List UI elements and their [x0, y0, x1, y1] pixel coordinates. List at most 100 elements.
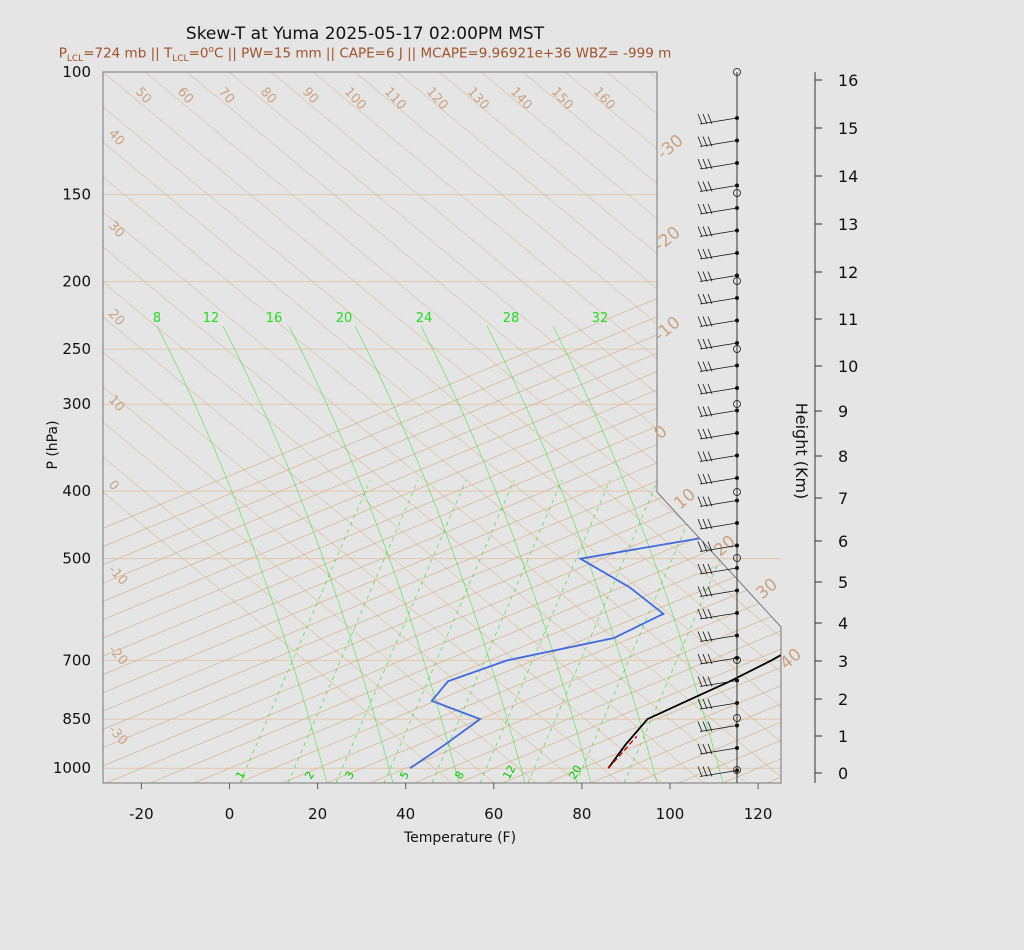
wind-barb-flag — [697, 271, 703, 282]
adiabat-line — [103, 72, 781, 783]
wind-barb-flag — [702, 743, 708, 755]
y-axis-label: P (hPa) — [45, 420, 61, 469]
isotherm-line — [458, 72, 781, 783]
adiabat-line — [103, 72, 495, 783]
wind-barb-flag — [702, 496, 708, 507]
wind-barb — [699, 657, 738, 665]
mixing-ratio-line — [288, 325, 460, 783]
wind-barb — [699, 342, 738, 350]
wind-barb-flag — [707, 383, 713, 395]
isotherm-line — [103, 72, 781, 783]
adiabat-line — [103, 72, 747, 783]
wind-barb — [699, 320, 738, 327]
y-tick-label: 850 — [62, 710, 91, 728]
wind-barb — [699, 747, 738, 755]
wind-barb-flag — [702, 136, 708, 147]
wind-barb-flag — [707, 766, 713, 777]
wind-barb — [699, 432, 738, 440]
isotherm-line — [103, 72, 781, 783]
plot-frame — [102, 71, 782, 784]
wind-barb-flag — [707, 676, 713, 687]
wind-barb-flag — [697, 518, 703, 530]
height-tick-label: 13 — [838, 215, 858, 234]
wind-barb-flag — [702, 158, 708, 170]
x-tick-label: 0 — [225, 805, 235, 823]
isotherm-line — [103, 72, 781, 783]
height-tick-label: 15 — [838, 119, 858, 138]
temperature-line — [607, 72, 781, 769]
parcel-line — [607, 735, 638, 769]
adiabat-line — [480, 72, 781, 783]
height-tick-label: 8 — [838, 447, 848, 466]
isotherm-line — [103, 72, 781, 783]
wind-barb — [699, 567, 738, 575]
wind-calm-circle — [733, 714, 741, 722]
dry-adiabat-line — [239, 479, 371, 783]
height-axis-label: Height (Km) — [792, 403, 811, 500]
wind-barb-flag — [697, 766, 703, 777]
chart-title: Skew-T at Yuma 2025-05-17 02:00PM MST — [185, 24, 545, 44]
mixing-ratio-line — [552, 325, 724, 783]
isotherm-line — [103, 72, 781, 783]
wind-barb-flag — [707, 271, 713, 282]
wind-barb-flag — [697, 113, 703, 125]
wind-barb-flag — [707, 293, 713, 305]
height-tick-label: 16 — [838, 71, 858, 90]
isotherm-line — [103, 72, 781, 783]
dry-adiabat-line — [575, 479, 707, 783]
wind-barb-flag — [702, 631, 708, 642]
mixing-ratio-line — [222, 325, 394, 783]
wind-barb-flag — [697, 406, 703, 417]
wind-barb-flag — [702, 518, 708, 530]
height-tick-label: 12 — [838, 263, 858, 282]
wind-barb-flag — [697, 653, 703, 665]
wind-barb-flag — [697, 608, 703, 620]
wind-barb-flag — [707, 721, 713, 732]
wind-barb-flag — [702, 428, 708, 440]
isotherm-line — [103, 72, 781, 783]
wind-barb-flag — [707, 473, 713, 485]
height-tick-label: 3 — [838, 652, 848, 671]
wind-barb-flag — [702, 473, 708, 485]
isotherm-line — [369, 72, 781, 783]
mixing-ratio-label: 32 — [592, 311, 609, 326]
wind-barb — [699, 162, 738, 170]
wind-barb-flag — [707, 631, 713, 642]
wind-barb-flag — [697, 743, 703, 755]
wind-barb-flag — [707, 316, 713, 327]
x-tick-label: 120 — [744, 805, 773, 823]
wind-barb — [699, 252, 738, 260]
chart-subtitle: PLCL=724 mb || TLCL=0oC || PW=15 mm || C… — [58, 45, 672, 65]
wind-barb-flag — [702, 226, 708, 237]
height-tick-label: 2 — [838, 690, 848, 709]
isotherm-label-right: 30 — [752, 575, 781, 604]
x-tick-label: 80 — [572, 805, 591, 823]
y-tick-label: 1000 — [53, 759, 91, 777]
adiabat-line — [774, 72, 781, 783]
mixing-ratio-label: 24 — [416, 311, 433, 326]
y-tick-label: 250 — [62, 340, 91, 358]
adiabat-line — [144, 72, 781, 783]
wind-barb-flag — [702, 271, 708, 282]
wind-barb-flag — [697, 541, 703, 552]
wind-calm-circle — [733, 400, 741, 408]
height-tick-label: 5 — [838, 573, 848, 592]
wind-barb-flag — [707, 248, 713, 260]
adiabat-line — [103, 72, 621, 783]
y-tick-label: 700 — [62, 651, 91, 669]
dry-adiabat-line — [335, 479, 467, 783]
wind-barb-flag — [697, 181, 703, 192]
wind-barb-flag — [702, 316, 708, 327]
wind-barb — [699, 117, 738, 125]
adiabat-line — [103, 72, 781, 783]
isotherm-line — [103, 72, 781, 783]
adiabat-line — [103, 72, 579, 783]
wind-barb — [699, 275, 738, 282]
wind-barb-flag — [697, 676, 703, 687]
wind-barb-flag — [707, 541, 713, 552]
wind-barb-flag — [702, 203, 708, 215]
dry-adiabat-line — [431, 479, 563, 783]
adiabat-line — [103, 72, 705, 783]
